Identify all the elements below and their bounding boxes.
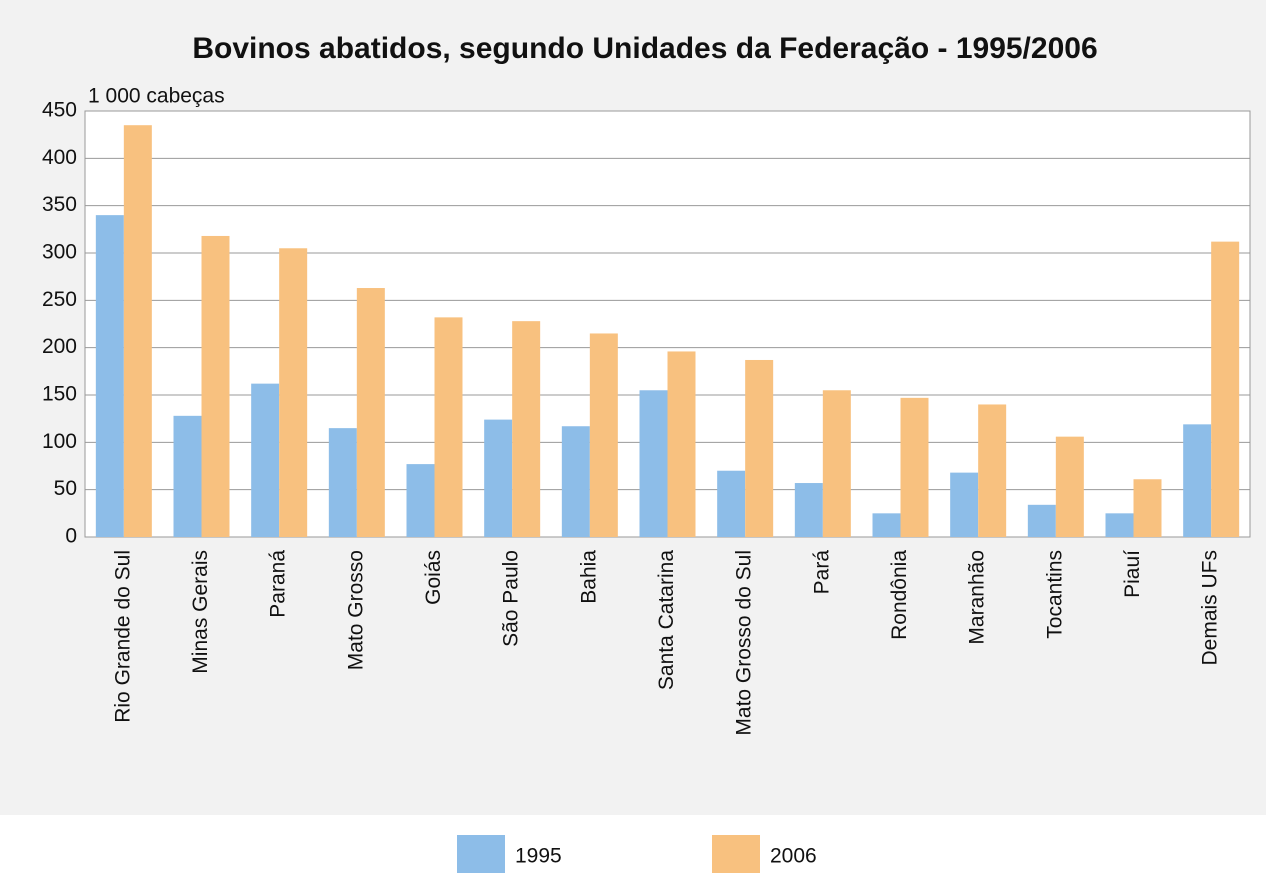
y-tick-label: 150 — [42, 383, 77, 406]
bar — [201, 235, 230, 537]
legend-swatch — [457, 835, 505, 873]
y-tick-label: 100 — [42, 430, 77, 453]
y-tick-label: 400 — [42, 146, 77, 169]
bar — [872, 513, 901, 537]
bar — [434, 317, 463, 537]
bar — [794, 483, 823, 537]
bar — [356, 288, 385, 537]
bar — [745, 359, 774, 537]
bar — [667, 351, 696, 537]
x-tick-label: Minas Gerais — [189, 550, 212, 674]
legend-swatch — [712, 835, 760, 873]
bar — [900, 397, 929, 537]
bar — [251, 383, 280, 537]
legend-label: 1995 — [515, 845, 562, 868]
x-tick-label: Rio Grande do Sul — [111, 550, 134, 723]
bar — [717, 470, 746, 537]
x-tick-label: Pará — [810, 550, 833, 595]
y-tick-label: 300 — [42, 241, 77, 264]
bar — [978, 404, 1007, 537]
y-tick-label: 450 — [42, 99, 77, 122]
bar — [561, 426, 590, 537]
bar — [950, 472, 979, 537]
bar — [589, 333, 618, 537]
x-tick-label: Piauí — [1121, 550, 1144, 598]
x-tick-label: Tocantins — [1043, 550, 1066, 639]
bar — [406, 464, 435, 537]
bar — [639, 390, 668, 537]
bar — [1183, 424, 1212, 537]
x-tick-label: Rondônia — [888, 550, 911, 640]
x-tick-label: Mato Grosso do Sul — [733, 550, 756, 736]
bar — [1055, 436, 1084, 537]
bar — [328, 428, 357, 537]
y-tick-label: 0 — [65, 525, 77, 548]
bar — [512, 321, 541, 537]
bar — [1027, 504, 1056, 537]
bar — [1133, 479, 1162, 537]
x-tick-label: São Paulo — [500, 550, 523, 647]
x-tick-label: Goiás — [422, 550, 445, 605]
y-tick-label: 350 — [42, 193, 77, 216]
y-axis-label: 1 000 cabeças — [88, 85, 225, 108]
bar — [95, 215, 124, 537]
bar — [279, 248, 308, 537]
x-tick-label: Maranhão — [966, 550, 989, 645]
bar — [1211, 241, 1240, 537]
legend-label: 2006 — [770, 845, 817, 868]
x-tick-label: Paraná — [267, 550, 290, 618]
y-tick-label: 250 — [42, 288, 77, 311]
bar — [484, 419, 513, 537]
x-tick-label: Demais UFs — [1199, 550, 1222, 666]
chart-title: Bovinos abatidos, segundo Unidades da Fe… — [192, 32, 1097, 65]
y-tick-label: 200 — [42, 335, 77, 358]
y-tick-label: 50 — [54, 477, 77, 500]
bar — [1105, 513, 1134, 537]
x-tick-label: Mato Grosso — [344, 550, 367, 670]
x-tick-label: Santa Catarina — [655, 550, 678, 690]
x-tick-label: Bahia — [577, 550, 600, 604]
bar — [173, 415, 202, 537]
bar — [123, 125, 152, 537]
bar — [822, 390, 851, 537]
